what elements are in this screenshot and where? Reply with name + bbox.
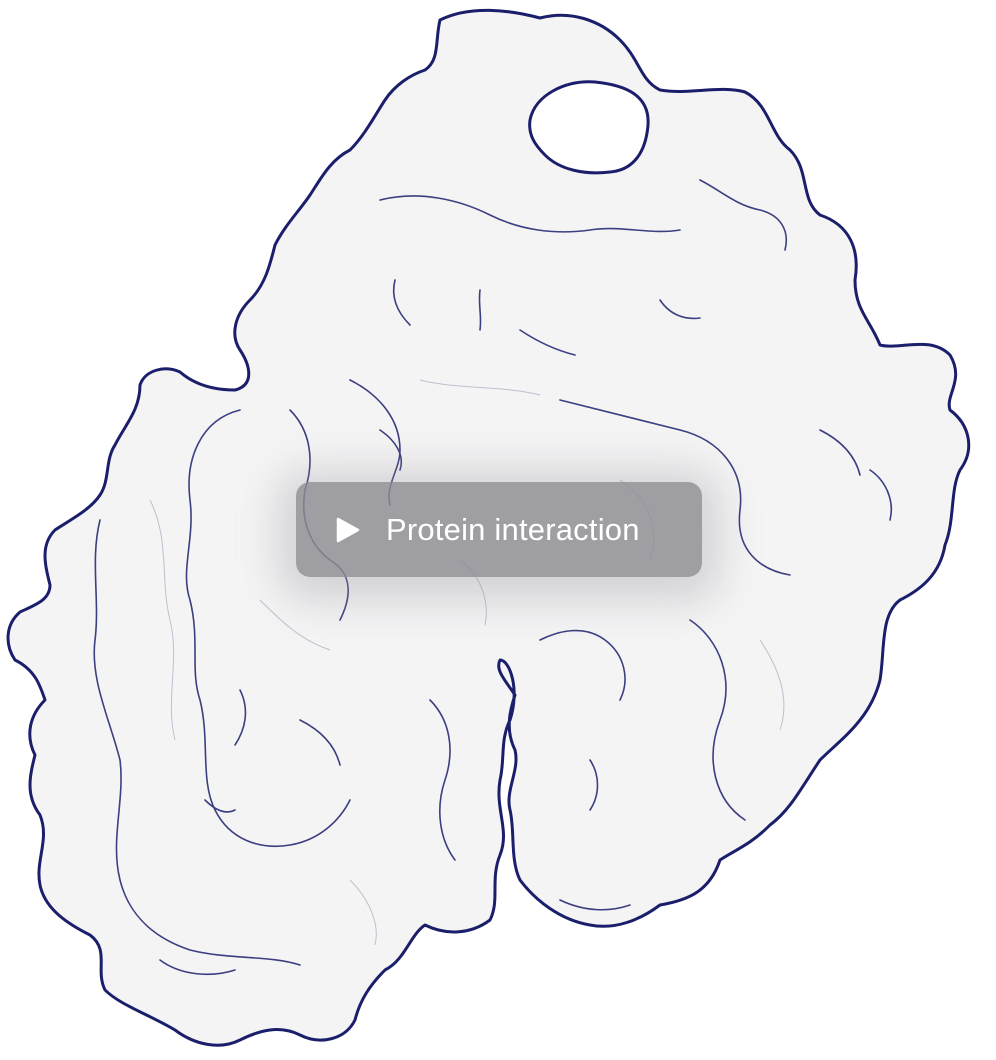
play-button-label: Protein interaction — [386, 511, 640, 547]
play-icon — [336, 517, 360, 542]
protein-pocket — [528, 80, 650, 175]
play-video-button[interactable]: Protein interaction — [296, 482, 702, 577]
